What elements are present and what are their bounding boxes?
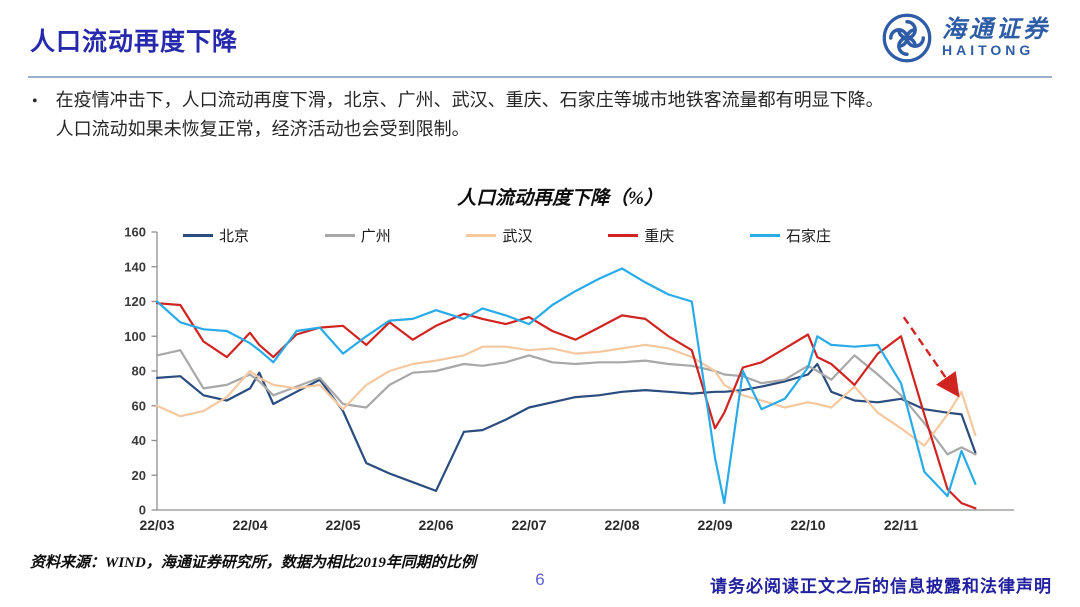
source-note: 资料来源：WIND，海通证券研究所，数据为相比2019年同期的比例 <box>30 555 476 571</box>
legend-swatch-icon <box>183 234 213 237</box>
line-chart: 0 20 40 60 80 100 120 140 160 22/03 22/04 22/05 22/0… <box>124 225 1014 533</box>
x-tick-label: 22/04 <box>232 517 267 533</box>
legend-item-3: 武汉 <box>466 225 532 246</box>
series-line-5 <box>155 267 977 505</box>
x-tick-label: 22/03 <box>139 517 174 533</box>
haitong-emblem-icon <box>882 13 932 63</box>
bullet-line-2: 人口流动如果未恢复正常，经济活动也会受到限制。 <box>55 119 470 139</box>
legend-swatch-icon <box>608 234 639 237</box>
page-number: 6 <box>535 570 545 589</box>
x-tick-label: 22/05 <box>325 517 360 533</box>
series-line-4 <box>155 302 977 510</box>
legend-label: 广州 <box>360 229 391 245</box>
x-tick-label: 22/09 <box>697 517 732 533</box>
legend-item-4: 重庆 <box>608 225 674 246</box>
legend-label: 重庆 <box>644 229 675 245</box>
legend-item-2: 广州 <box>324 225 391 246</box>
chart-legend: 北京 广州 武汉 重庆 石家庄 <box>183 225 831 246</box>
y-tick-label: 60 <box>132 398 146 413</box>
x-tick-label: 22/08 <box>604 517 639 533</box>
decline-arrow <box>902 316 960 398</box>
x-tick-label: 22/11 <box>884 517 918 533</box>
y-tick-label: 80 <box>132 364 146 379</box>
header-divider <box>28 76 1052 78</box>
legend-swatch-icon <box>749 234 780 237</box>
legend-label: 武汉 <box>502 229 533 245</box>
y-tick-label: 120 <box>124 294 146 309</box>
logo-name-cn: 海通证券 <box>942 17 1050 44</box>
bullet-line-1: 在疫情冲击下，人口流动再度下滑，北京、广州、武汉、重庆、石家庄等城市地铁客流量都… <box>55 90 884 110</box>
x-tick-label: 22/06 <box>418 517 453 533</box>
x-tick-label: 22/07 <box>511 517 546 533</box>
legend-item-5: 石家庄 <box>749 225 831 246</box>
y-tick-label: 100 <box>124 329 146 344</box>
y-tick-label: 20 <box>132 468 146 483</box>
legend-swatch-icon <box>466 234 497 237</box>
y-tick-label: 0 <box>139 503 146 518</box>
legend-swatch-icon <box>324 234 355 237</box>
logo-name-en: HAITONG <box>942 42 1035 59</box>
legend-label: 石家庄 <box>785 229 831 245</box>
y-tick-label: 160 <box>124 225 146 240</box>
summary-bullet: • 在疫情冲击下，人口流动再度下滑，北京、广州、武汉、重庆、石家庄等城市地铁客流… <box>32 86 1046 144</box>
chart-title: 人口流动再度下降（%） <box>457 188 663 209</box>
bullet-marker: • <box>32 93 38 110</box>
page-title: 人口流动再度下降 <box>30 29 239 56</box>
x-tick-label: 22/10 <box>790 517 825 533</box>
legend-item-1: 北京 <box>183 225 249 246</box>
haitong-logo: 海通证券 HAITONG <box>881 12 1050 64</box>
legal-disclaimer: 请务必阅读正文之后的信息披露和法律声明 <box>710 577 1052 596</box>
legend-label: 北京 <box>219 229 250 245</box>
y-tick-label: 40 <box>132 433 146 448</box>
series-line-3 <box>155 343 977 447</box>
series-line-2 <box>155 349 977 456</box>
y-tick-label: 140 <box>124 259 146 274</box>
